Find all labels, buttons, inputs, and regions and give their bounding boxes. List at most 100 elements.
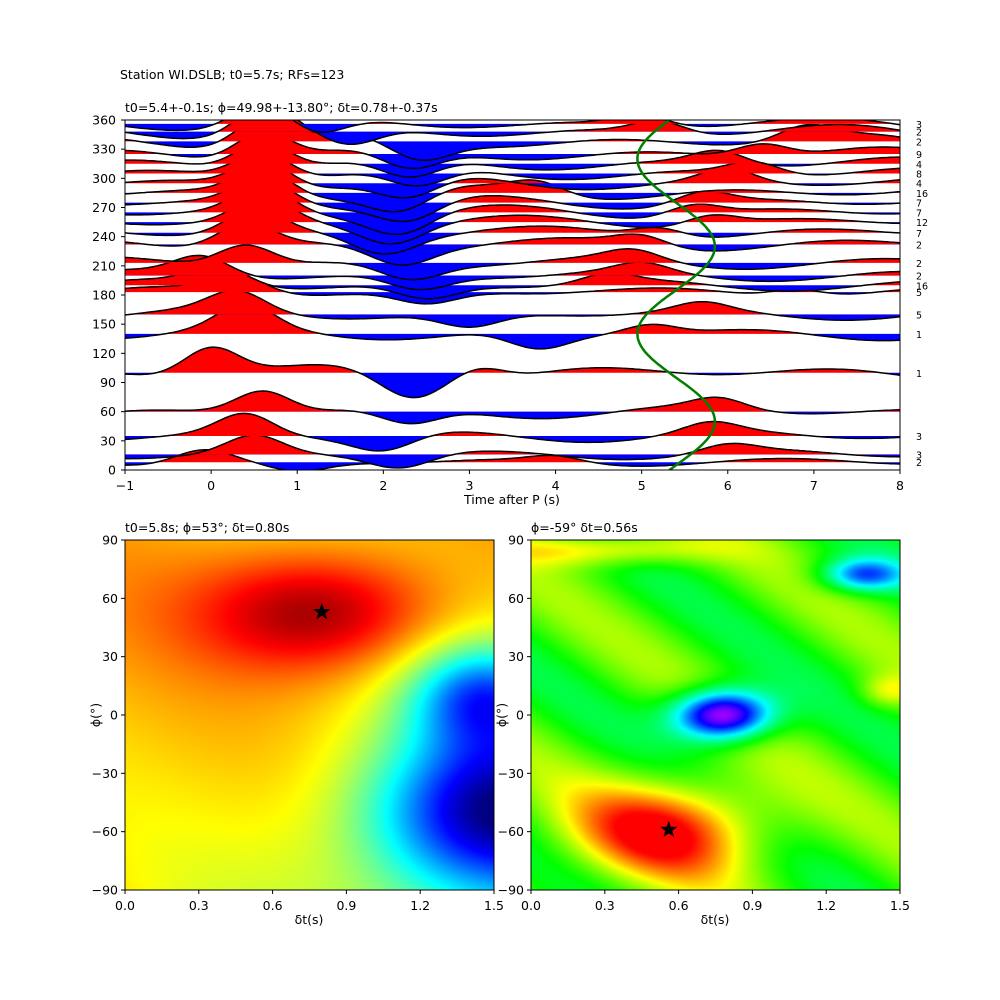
rf-panel-title: t0=5.4+-0.1s; ϕ=49.98+-13.80°; δt=0.78+-… — [125, 100, 438, 115]
rf-trace-negative-fill — [125, 462, 900, 470]
rf-count-label: 2 — [916, 240, 922, 251]
rf-count-label: 4 — [916, 160, 922, 171]
rf-y-tick-label: 210 — [92, 258, 116, 273]
heatmap-y-tick-label: −30 — [498, 766, 524, 781]
rf-y-tick-label: 90 — [100, 375, 116, 390]
rf-x-tick-label: 1 — [293, 478, 301, 493]
left-heatmap-ylabel: ϕ(°) — [88, 703, 103, 727]
rf-plot-area — [125, 120, 900, 470]
model-arrival-curve — [636, 120, 717, 470]
best-fit-star-icon — [313, 602, 331, 620]
rf-y-tick-label: 300 — [92, 171, 116, 186]
rf-trace-line — [125, 244, 900, 281]
heatmap-y-tick-label: 60 — [102, 591, 118, 606]
right-heatmap-ylabel: ϕ(°) — [494, 703, 509, 727]
rf-y-tick-label: 330 — [92, 142, 116, 157]
rf-trace-positive-fill — [125, 177, 900, 203]
rf-trace — [125, 254, 900, 291]
rf-count-label: 2 — [916, 272, 922, 283]
rf-y-tick-label: 120 — [92, 346, 116, 361]
heatmap-y-tick-label: −60 — [92, 824, 118, 839]
rf-trace-positive-fill — [125, 142, 900, 164]
heatmap-x-tick-label: 1.5 — [890, 898, 910, 913]
rf-trace-negative-fill — [125, 131, 900, 145]
rf-trace-line — [125, 254, 900, 291]
left-heatmap-image — [125, 540, 494, 890]
rf-trace-positive-fill — [125, 245, 900, 263]
heatmap-y-tick-label: −30 — [92, 766, 118, 781]
heatmap-x-tick-label: 0.6 — [669, 898, 689, 913]
rf-trace-negative-fill — [125, 244, 900, 265]
rf-count-label: 1 — [916, 369, 922, 380]
rf-x-tick-label: 2 — [379, 478, 387, 493]
heatmap-y-tick-label: −60 — [498, 824, 524, 839]
right-heatmap-title: ϕ=-59° δt=0.56s — [531, 520, 638, 535]
rf-trace-positive-fill — [125, 290, 900, 315]
rf-x-tick-label: 8 — [896, 478, 904, 493]
heatmap-y-tick-label: −90 — [498, 883, 524, 898]
heatmap-x-tick-label: 0.3 — [189, 898, 209, 913]
right-heatmap-image — [531, 540, 900, 890]
rf-x-ticks: −1 0 1 2 3 4 5 6 7 8 — [116, 470, 904, 493]
rf-trace-positive-fill — [125, 274, 900, 293]
left-best-star — [313, 602, 331, 620]
rf-x-tick-label: −1 — [116, 478, 134, 493]
rf-trace — [125, 120, 900, 146]
heatmap-x-tick-label: 0.0 — [115, 898, 135, 913]
right-heatmap-ticks: 0.0 0.3 0.6 0.9 1.2 1.5 −90 −60 −30 0 30 60 90 — [498, 533, 910, 914]
rf-trace-positive-fill — [125, 131, 900, 155]
rf-traces-panel: t0=5.4+-0.1s; ϕ=49.98+-13.80°; δt=0.78+-… — [92, 100, 928, 507]
rf-trace-line — [125, 390, 900, 425]
rf-x-tick-label: 0 — [207, 478, 215, 493]
rf-count-label: 16 — [916, 281, 928, 292]
rf-x-tick-label: 5 — [638, 478, 646, 493]
rf-count-label: 16 — [916, 189, 928, 200]
rf-count-label: 2 — [916, 137, 922, 148]
heatmap-y-tick-label: 0 — [110, 708, 118, 723]
rf-trace-positive-fill — [125, 391, 900, 412]
rf-trace-negative-fill — [125, 285, 900, 299]
heatmap-y-tick-label: 90 — [102, 533, 118, 548]
rf-y-tick-label: 270 — [92, 200, 116, 215]
rf-count-label: 2 — [916, 128, 922, 139]
heatmap-x-tick-label: 0.3 — [595, 898, 615, 913]
rf-trace-line — [125, 449, 900, 470]
heatmap-x-tick-label: 0.9 — [336, 898, 356, 913]
rf-trace — [125, 412, 900, 452]
heatmap-x-tick-label: 1.5 — [484, 898, 504, 913]
rf-trace-positive-fill — [125, 185, 900, 213]
heatmap-x-tick-label: 0.0 — [521, 898, 541, 913]
rf-trace-positive-fill — [125, 160, 900, 184]
rf-trace-negative-fill — [125, 163, 900, 177]
rf-trace-negative-fill — [125, 141, 900, 161]
rf-count-label: 2 — [916, 259, 922, 270]
right-heatmap-xlabel: δt(s) — [701, 912, 730, 927]
rf-trace-negative-fill — [125, 372, 900, 398]
rf-count-label: 5 — [916, 288, 922, 299]
rf-trace-negative-fill — [125, 333, 900, 349]
rf-count-label: 7 — [916, 208, 922, 219]
rf-y-tick-label: 150 — [92, 317, 116, 332]
heatmap-x-tick-label: 0.6 — [263, 898, 283, 913]
rf-count-label: 3 — [916, 432, 922, 443]
rf-y-tick-label: 180 — [92, 288, 116, 303]
rf-count-label: 5 — [916, 310, 922, 321]
rf-trace — [125, 390, 900, 425]
left-heatmap-xlabel: δt(s) — [295, 912, 324, 927]
left-heatmap-title: t0=5.8s; ϕ=53°; δt=0.80s — [125, 520, 289, 535]
rf-count-label: 3 — [916, 120, 922, 131]
heatmap-y-tick-label: 30 — [508, 649, 524, 664]
best-fit-star-icon — [660, 820, 678, 837]
heatmap-x-tick-label: 1.2 — [410, 898, 430, 913]
rf-trace-line — [125, 120, 900, 162]
rf-count-label: 7 — [916, 199, 922, 210]
rf-trace — [125, 120, 900, 162]
rf-count-label: 3 — [916, 450, 922, 461]
rf-count-label: 12 — [916, 218, 928, 229]
rf-x-axis-label: Time after P (s) — [463, 492, 560, 507]
rf-x-tick-label: 6 — [724, 478, 732, 493]
rf-y-tick-label: 30 — [100, 433, 116, 448]
rf-count-label: 9 — [916, 150, 922, 161]
